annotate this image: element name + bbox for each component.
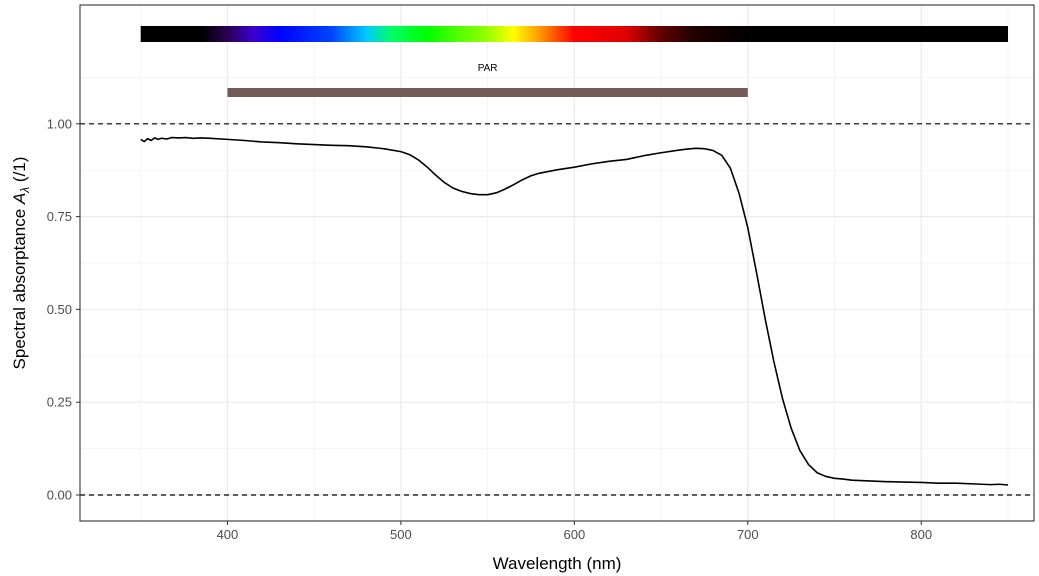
y-tick-label: 0.00: [47, 488, 72, 503]
x-tick-label: 700: [737, 527, 759, 542]
y-axis: 0.00 0.25 0.50 0.75 1.00: [47, 116, 80, 503]
par-range-bar: [227, 88, 748, 97]
y-axis-title-symbol: A: [10, 193, 29, 205]
panel-border: [79, 4, 1035, 522]
y-tick-label: 0.25: [47, 395, 72, 410]
x-tick-label: 400: [217, 527, 239, 542]
y-tick-label: 1.00: [47, 116, 72, 131]
y-tick-label: 0.75: [47, 209, 72, 224]
x-tick-label: 800: [910, 527, 932, 542]
x-axis: 400 500 600 700 800: [217, 521, 932, 542]
x-tick-label: 500: [390, 527, 412, 542]
y-axis-title-unit: (/1): [10, 157, 29, 187]
y-tick-label: 0.50: [47, 302, 72, 317]
spectrum-bar: [140, 26, 1008, 42]
spectrum-color-band: [140, 26, 1008, 42]
y-axis-title: Spectral absorptance Aλ (/1): [10, 157, 32, 370]
x-axis-title: Wavelength (nm): [493, 554, 622, 573]
data-series: [140, 136, 1009, 486]
y-axis-title-text: Spectral absorptance: [10, 204, 29, 369]
x-tick-label: 600: [563, 527, 585, 542]
par-label: PAR: [478, 63, 498, 74]
y-axis-title-subscript: λ: [18, 187, 32, 194]
reference-lines: [80, 123, 1034, 496]
par-annotation: PAR: [227, 63, 748, 97]
absorptance-line: [140, 136, 1009, 486]
